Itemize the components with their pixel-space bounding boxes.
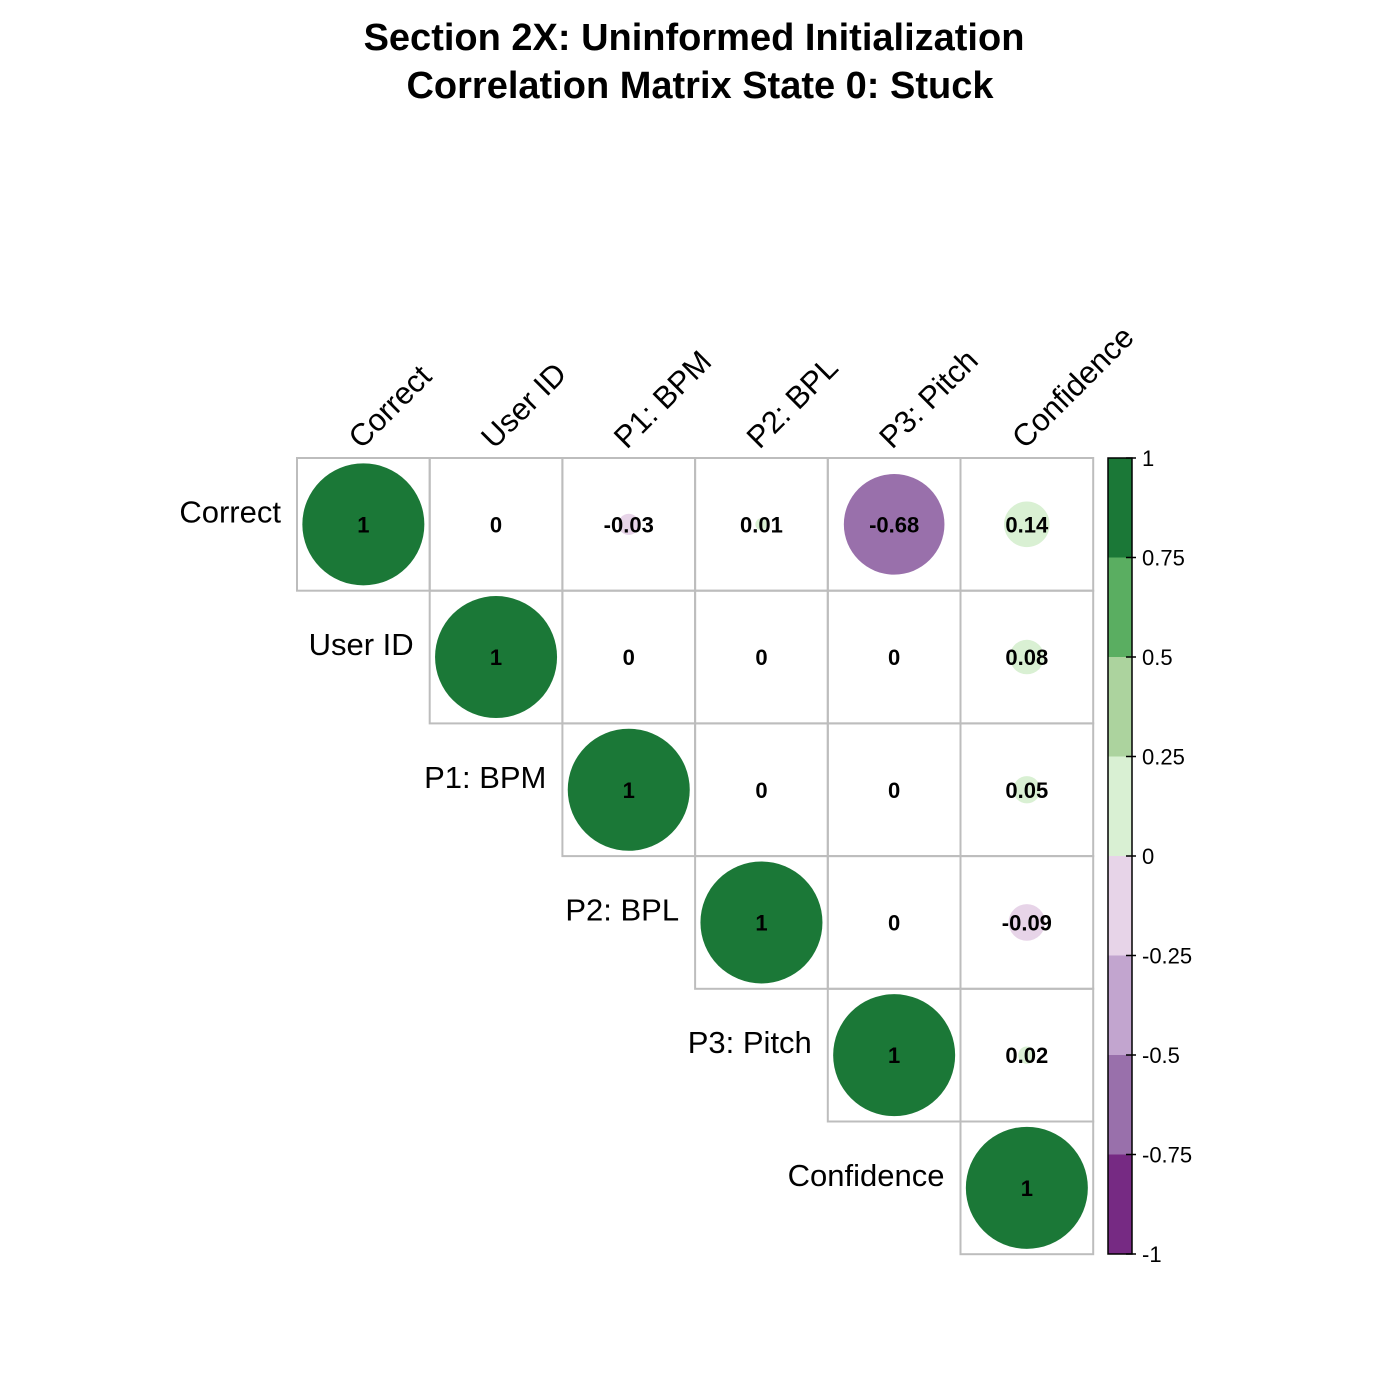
column-label: Correct — [342, 358, 439, 455]
correlation-circle — [1004, 501, 1050, 548]
correlation-value-label: 0 — [755, 645, 767, 670]
legend-color-segment — [1108, 458, 1132, 558]
column-label: User ID — [474, 356, 573, 455]
correlation-value-label: -0.09 — [1002, 910, 1052, 935]
correlation-value-label: 1 — [755, 910, 767, 935]
correlation-circle — [965, 1126, 1088, 1249]
correlation-circle — [833, 994, 956, 1117]
correlation-circle — [435, 596, 558, 719]
correlation-value-label: 0 — [888, 645, 900, 670]
row-label: User ID — [309, 627, 414, 662]
correlation-circle — [843, 474, 945, 575]
legend-color-segment — [1108, 955, 1132, 1056]
legend-tick-label: 0.25 — [1142, 745, 1185, 770]
correlation-value-label: 1 — [490, 645, 502, 670]
row-label: P3: Pitch — [688, 1025, 812, 1060]
correlation-circle — [1013, 776, 1041, 804]
chart-subtitle: Correlation Matrix State 0: Stuck — [406, 65, 994, 107]
correlation-value-label: 1 — [888, 1043, 900, 1068]
correlation-value-label: -0.03 — [604, 512, 654, 537]
correlation-circle — [1008, 904, 1046, 941]
correlation-circle — [1009, 639, 1045, 675]
chart-title: Section 2X: Uninformed Initialization — [364, 17, 1025, 59]
correlation-circle — [618, 513, 640, 535]
legend-color-segment — [1108, 756, 1132, 857]
legend-color-segment — [1108, 557, 1132, 658]
column-label: P1: BPM — [607, 344, 718, 455]
column-label: Confidence — [1005, 319, 1141, 455]
correlation-value-label: 0.08 — [1005, 645, 1048, 670]
legend-tick-label: 0.5 — [1142, 645, 1173, 670]
legend-tick-label: 0.75 — [1142, 546, 1185, 571]
correlation-value-label: 0 — [888, 910, 900, 935]
correlation-value-label: 0 — [755, 778, 767, 803]
correlation-value-label: 0.01 — [740, 512, 783, 537]
column-label: P2: BPL — [740, 350, 845, 455]
legend-tick-label: -0.75 — [1142, 1143, 1192, 1168]
correlation-value-label: -0.68 — [869, 512, 919, 537]
legend-tick-label: -1 — [1142, 1242, 1162, 1267]
grid-cell — [959, 1120, 1095, 1256]
correlation-value-label: 0 — [490, 512, 502, 537]
legend-tick-label: 1 — [1142, 446, 1154, 471]
legend-tick-label: -0.25 — [1142, 944, 1192, 969]
row-label: P2: BPL — [565, 892, 679, 927]
correlation-value-label: 0.14 — [1005, 512, 1049, 537]
correlation-matrix: Correct User ID P1: BPM P2: BPL P3: Pitch Con… — [179, 319, 1141, 1256]
correlation-value-label: 1 — [1021, 1176, 1033, 1201]
legend-color-segment — [1108, 1154, 1132, 1255]
legend-color-segment — [1108, 856, 1132, 956]
legend-color-segment — [1108, 657, 1132, 757]
correlation-value-label: 0 — [888, 778, 900, 803]
color-legend: 1 0.75 0.5 0.25 0 -0.25 -0.5 -0.75 -1 — [1107, 446, 1192, 1267]
legend-color-segment — [1108, 1055, 1132, 1155]
correlation-circle — [755, 518, 768, 531]
correlation-value-label: 0.05 — [1005, 778, 1048, 803]
correlation-circle — [567, 728, 690, 851]
correlation-value-label: 1 — [357, 512, 369, 537]
row-label: P1: BPM — [424, 760, 546, 795]
correlation-value-label: 1 — [623, 778, 635, 803]
correlation-circle — [302, 463, 425, 586]
correlation-value-label: 0.02 — [1005, 1043, 1048, 1068]
correlation-circle — [700, 861, 823, 984]
legend-tick-label: -0.5 — [1142, 1043, 1180, 1068]
correlation-value-label: 0 — [623, 645, 635, 670]
correlation-circle — [1018, 1046, 1036, 1064]
column-label: P3: Pitch — [872, 342, 984, 454]
legend-tick-label: 0 — [1142, 844, 1154, 869]
row-label: Confidence — [788, 1158, 945, 1193]
row-label: Correct — [179, 494, 281, 529]
